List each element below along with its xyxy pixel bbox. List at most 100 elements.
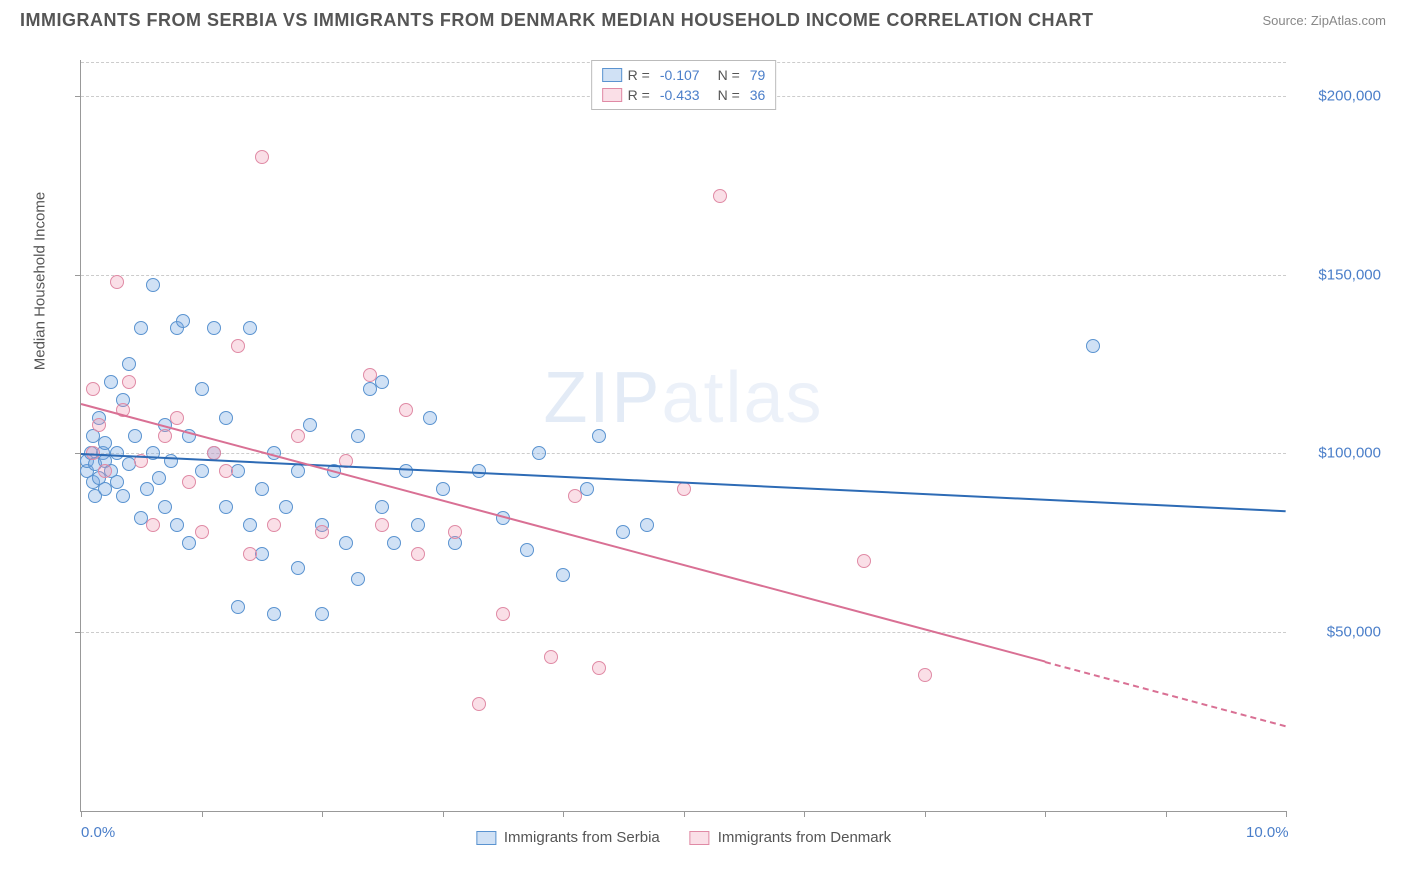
x-tick [1286,811,1287,817]
watermark: ZIPatlas [543,357,823,439]
x-tick [81,811,82,817]
data-point [399,403,413,417]
data-point [351,572,365,586]
header: IMMIGRANTS FROM SERBIA VS IMMIGRANTS FRO… [0,0,1406,36]
data-point [219,500,233,514]
data-point [411,547,425,561]
data-point [134,321,148,335]
chart-title: IMMIGRANTS FROM SERBIA VS IMMIGRANTS FRO… [20,10,1093,31]
legend-swatch [476,831,496,845]
data-point [279,500,293,514]
data-point [387,536,401,550]
data-point [110,446,124,460]
data-point [195,525,209,539]
x-tick [563,811,564,817]
legend-swatch [690,831,710,845]
y-tick-label: $150,000 [1318,266,1381,283]
data-point [267,607,281,621]
data-point [92,418,106,432]
trend-line [1045,661,1287,727]
x-tick [1166,811,1167,817]
trend-line [81,403,1046,662]
r-value: -0.433 [660,87,700,103]
data-point [146,278,160,292]
data-point [556,568,570,582]
data-point [363,368,377,382]
legend-item: Immigrants from Denmark [690,829,891,846]
data-point [152,471,166,485]
legend-label: Immigrants from Denmark [718,829,891,846]
n-value: 79 [750,67,766,83]
data-point [110,275,124,289]
data-point [158,429,172,443]
data-point [520,543,534,557]
source-label: Source: ZipAtlas.com [1262,13,1386,28]
data-point [140,482,154,496]
data-point [640,518,654,532]
data-point [176,314,190,328]
data-point [291,429,305,443]
data-point [255,150,269,164]
data-point [448,525,462,539]
data-point [255,547,269,561]
data-point [128,429,142,443]
legend-swatch [602,68,622,82]
data-point [713,189,727,203]
data-point [86,382,100,396]
data-point [399,464,413,478]
data-point [532,446,546,460]
x-tick [322,811,323,817]
data-point [122,375,136,389]
data-point [231,464,245,478]
data-point [182,536,196,550]
data-point [568,489,582,503]
correlation-legend: R =-0.107N =79R =-0.433N =36 [591,60,777,110]
n-label: N = [718,87,740,103]
x-tick [443,811,444,817]
data-point [857,554,871,568]
data-point [98,436,112,450]
data-point [98,464,112,478]
y-tick-label: $50,000 [1327,624,1381,641]
data-point [375,375,389,389]
data-point [303,418,317,432]
data-point [351,429,365,443]
r-label: R = [628,67,650,83]
data-point [195,382,209,396]
x-tick [804,811,805,817]
data-point [170,518,184,532]
data-point [580,482,594,496]
data-point [207,321,221,335]
data-point [339,536,353,550]
legend-item: Immigrants from Serbia [476,829,660,846]
gridline [81,275,1286,276]
gridline [81,632,1286,633]
data-point [243,547,257,561]
legend-row: R =-0.433N =36 [602,85,766,105]
data-point [231,339,245,353]
data-point [116,489,130,503]
chart-area: Median Household Income ZIPatlas R =-0.1… [50,60,1386,842]
x-tick [1045,811,1046,817]
data-point [291,561,305,575]
x-tick [202,811,203,817]
data-point [255,482,269,496]
x-tick [925,811,926,817]
data-point [231,600,245,614]
data-point [472,697,486,711]
data-point [243,321,257,335]
data-point [375,518,389,532]
plot-region: ZIPatlas R =-0.107N =79R =-0.433N =36 Im… [80,60,1286,812]
data-point [98,482,112,496]
y-tick [75,632,81,633]
data-point [1086,339,1100,353]
data-point [110,475,124,489]
y-tick-label: $200,000 [1318,87,1381,104]
y-tick-label: $100,000 [1318,445,1381,462]
data-point [195,464,209,478]
x-tick [684,811,685,817]
data-point [544,650,558,664]
data-point [918,668,932,682]
data-point [436,482,450,496]
data-point [182,475,196,489]
